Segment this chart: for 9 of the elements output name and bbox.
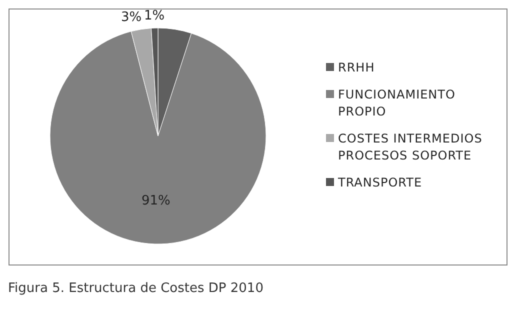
legend-label: RRHH <box>338 60 375 74</box>
legend-label: COSTES INTERMEDIOS PROCESOS SOPORTE <box>338 131 482 162</box>
data-label: 3% <box>120 10 142 26</box>
legend-label: TRANSPORTE <box>337 175 422 190</box>
data-label: 91% <box>142 193 170 208</box>
text: Figura 5. Estructura de Costes DP 2010 <box>8 281 264 296</box>
legend-label: FUNCIONAMIENTO PROPIO <box>338 87 456 118</box>
pie-slice <box>50 31 266 244</box>
data-label: 1% <box>144 8 165 24</box>
